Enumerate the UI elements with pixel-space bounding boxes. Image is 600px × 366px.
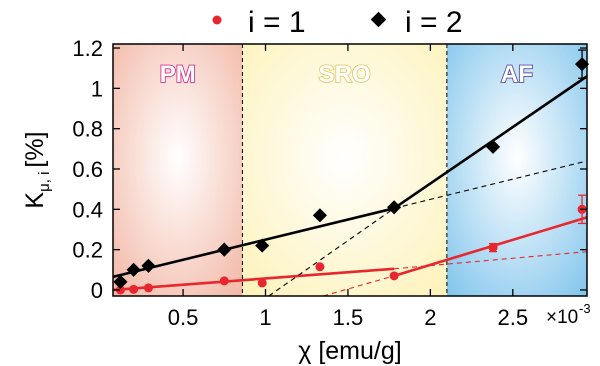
data-points	[113, 49, 590, 295]
x-tick-label: 1.5	[333, 305, 364, 330]
region-pm	[113, 44, 243, 296]
data-point-i2	[312, 208, 327, 223]
region-label-sro: SRO	[319, 61, 371, 88]
legend-marker-i1	[212, 15, 222, 25]
y-tick-label: 0.4	[72, 197, 103, 222]
region-sro	[242, 44, 447, 296]
legend-label-i1: i = 1	[248, 6, 306, 39]
region-labels: PM SRO AF	[159, 60, 534, 89]
x-tick-label: 1	[259, 305, 271, 330]
data-point-i1	[129, 284, 139, 294]
data-point-i2	[113, 274, 128, 289]
data-point-i1	[219, 276, 229, 286]
data-point-i1	[143, 283, 153, 293]
x-tick-label: 2	[424, 305, 436, 330]
region-label-af: AF	[501, 61, 533, 88]
data-point-i1	[488, 243, 498, 253]
y-tick-label: 0.2	[72, 238, 103, 263]
x-tick-label: 0.5	[168, 305, 199, 330]
extrapolation-line-i2	[268, 207, 395, 296]
data-point-i2	[574, 57, 590, 72]
data-point-i1	[257, 278, 267, 288]
data-point-i2	[217, 242, 232, 257]
y-tick-label: 1	[91, 76, 103, 101]
y-tick-label: 0.6	[72, 157, 103, 182]
data-point-i1	[389, 271, 399, 281]
plot-frame	[112, 43, 588, 297]
legend: i = 1 i = 2	[212, 6, 463, 39]
y-tick-label: 1.2	[72, 36, 103, 61]
data-point-i1	[115, 285, 125, 295]
data-point-i2	[387, 200, 402, 215]
y-axis-title: Kμ, i[%]	[21, 131, 53, 208]
data-point-i2	[126, 262, 141, 277]
fit-line-i1	[113, 267, 395, 292]
svg-text:×10: ×10	[546, 307, 578, 328]
regions	[113, 44, 587, 296]
x-tick-label: 2.5	[498, 305, 529, 330]
y-tick-label: 0	[91, 278, 103, 303]
ticks: 0.5 1 1.5 2 2.5 0 0.2 0.4 0.6 0.8 1 1.2	[72, 36, 587, 330]
extrapolation-line-i1	[323, 275, 395, 296]
data-point-i2	[255, 238, 270, 253]
legend-marker-i2	[370, 11, 387, 28]
data-point-i1	[315, 262, 325, 272]
region-label-pm: PM	[160, 61, 196, 88]
data-point-i2	[141, 258, 156, 273]
x-multiplier: ×10 -3	[546, 301, 591, 328]
legend-label-i2: i = 2	[405, 6, 463, 39]
svg-text:-3: -3	[579, 301, 591, 316]
data-point-i2	[485, 139, 501, 154]
fit-line-i2	[113, 207, 395, 279]
extrapolation-line-i2	[393, 160, 587, 209]
x-axis-title: χ [emu/g]	[298, 337, 401, 365]
y-tick-label: 0.8	[72, 117, 103, 142]
